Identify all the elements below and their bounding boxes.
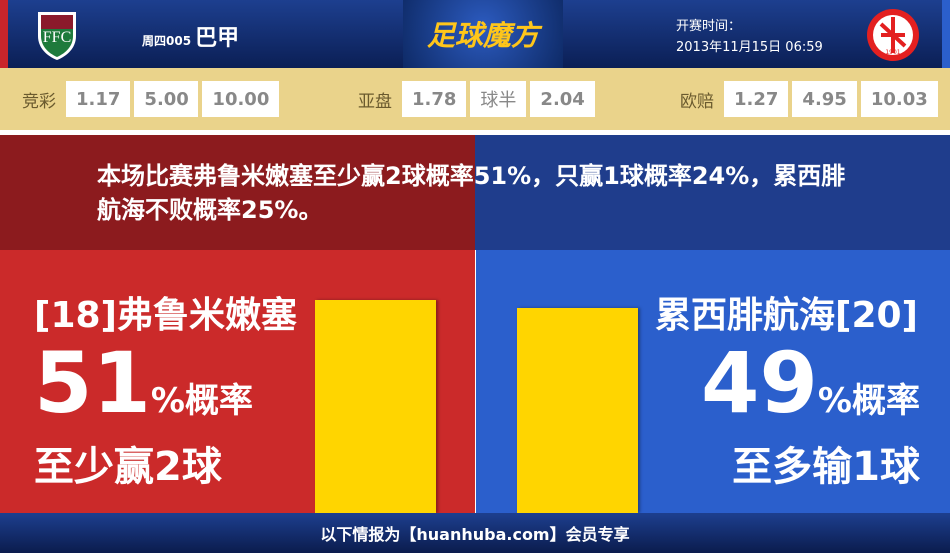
brand-logo: 足球魔方 (403, 0, 563, 68)
odds-value: 2.04 (530, 81, 595, 117)
svg-text:1901: 1901 (885, 49, 900, 56)
odds-value: 球半 (470, 81, 527, 117)
odds-value: 4.95 (792, 81, 857, 117)
home-probability-bar (315, 300, 436, 513)
home-outcome: 至少赢2球 (34, 444, 222, 490)
kickoff-time: 2013年11月15日 06:59 (676, 40, 823, 55)
odds-label: 亚盘 (358, 91, 392, 112)
home-team-name: [18]弗鲁米嫩塞 (34, 295, 298, 336)
odds-label: 竞彩 (22, 91, 56, 112)
odds-value: 10.03 (860, 81, 938, 117)
odds-value: 1.17 (66, 81, 131, 117)
league-name: 巴甲 (195, 26, 240, 51)
away-percent-suffix: %概率 (817, 381, 920, 421)
odds-value: 1.27 (724, 81, 789, 117)
odds-asian: 亚盘 1.78 球半 2.04 (358, 81, 595, 117)
match-header: FFC 周四005 巴甲 足球魔方 开赛时间： 2013年11月15日 06:59 … (0, 0, 950, 68)
home-percent: 51 (34, 334, 151, 432)
odds-value: 10.00 (202, 81, 280, 117)
prediction-summary: 本场比赛弗鲁米嫩塞至少赢2球概率51%，只赢1球概率24%，累西腓航海不败概率2… (0, 135, 950, 250)
home-team-logo: FFC (38, 12, 76, 60)
away-probability-bar (517, 308, 638, 513)
member-footer: 以下情报为【huanhuba.com】会员专享 (0, 513, 950, 553)
odds-value: 1.78 (402, 81, 467, 117)
away-team-name: 累西腓航海[20] (654, 295, 918, 336)
summary-text: 本场比赛弗鲁米嫩塞至少赢2球概率51%，只赢1球概率24%，累西腓航海不败概率2… (97, 162, 846, 224)
odds-european: 欧赔 1.27 4.95 10.03 (680, 81, 938, 117)
away-percent: 49 (701, 334, 818, 432)
league-code: 周四005 (142, 34, 192, 48)
odds-bar: 竞彩 1.17 5.00 10.00 亚盘 1.78 球半 2.04 欧赔 1.… (0, 68, 950, 130)
home-percent-suffix: %概率 (150, 381, 253, 421)
away-team-logo: 1901 (867, 9, 919, 61)
kickoff-label: 开赛时间： (676, 19, 742, 34)
odds-value: 5.00 (134, 81, 199, 117)
away-outcome: 至多输1球 (732, 444, 920, 490)
svg-text:FFC: FFC (43, 29, 71, 46)
odds-label: 欧赔 (680, 91, 714, 112)
odds-jingcai: 竞彩 1.17 5.00 10.00 (22, 81, 280, 117)
